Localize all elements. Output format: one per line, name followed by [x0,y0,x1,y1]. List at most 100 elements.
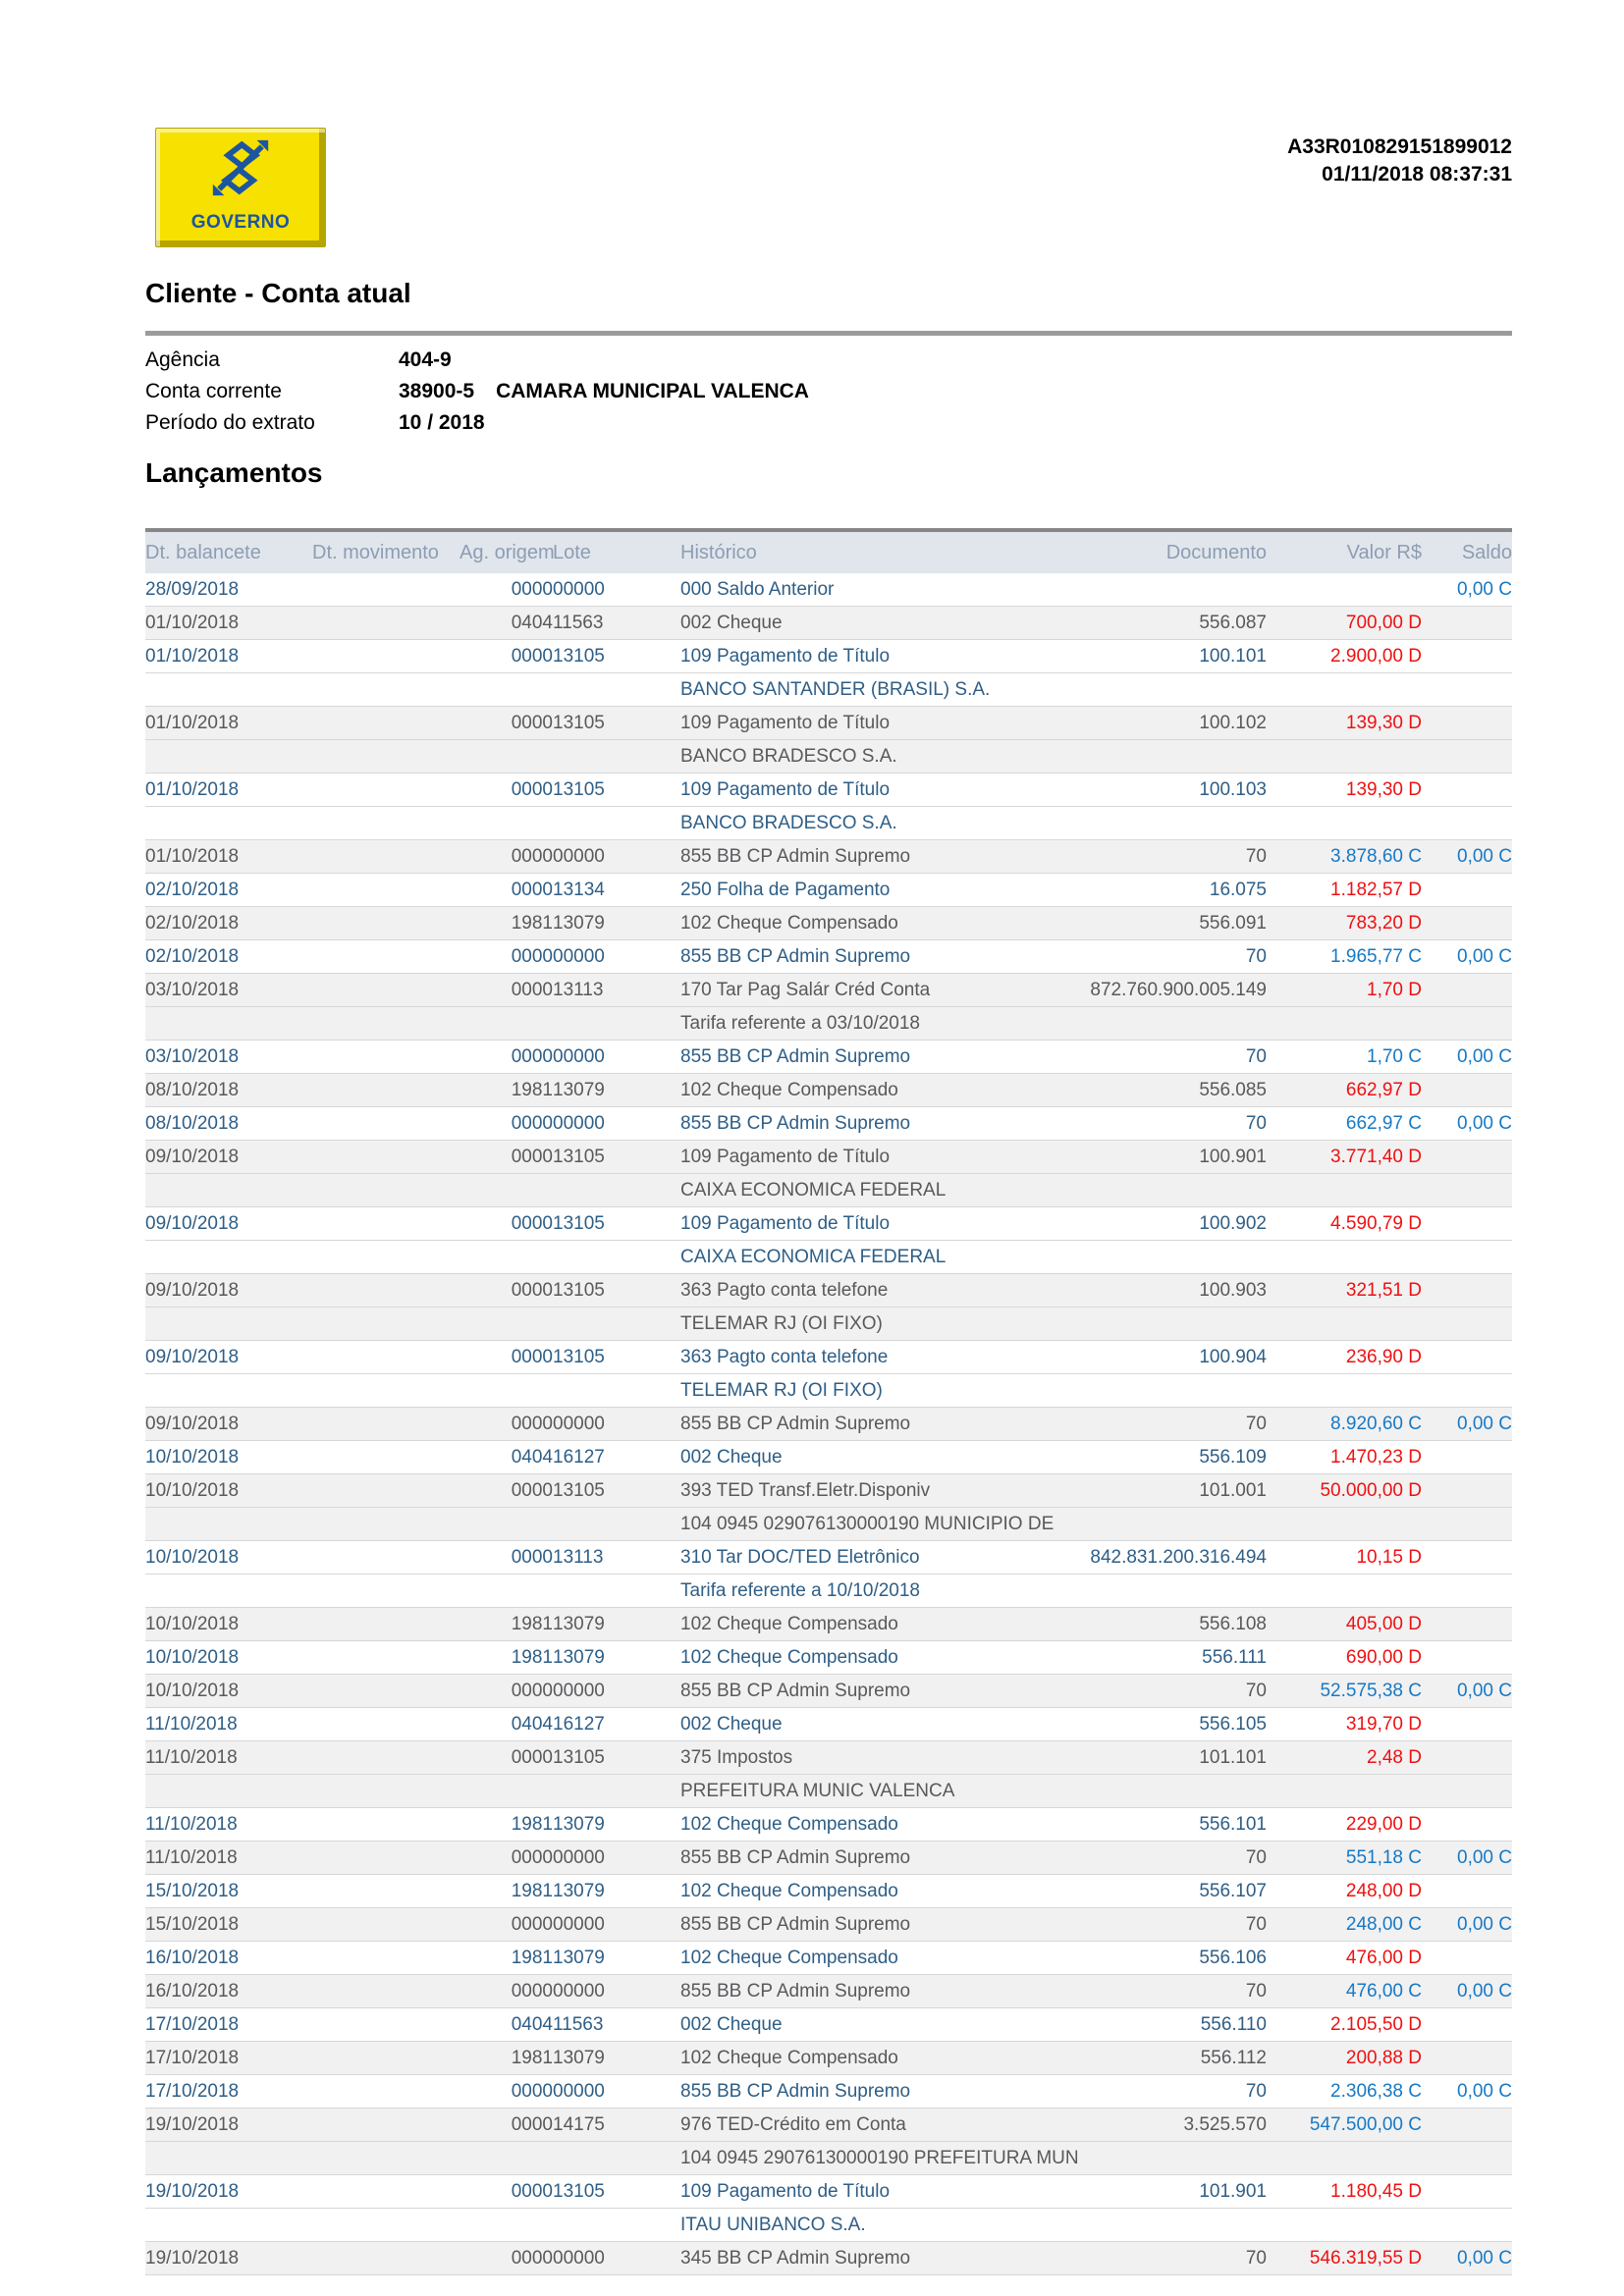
cell-historico: 363 Pagto conta telefone [680,1346,889,1367]
valor-credit: 662,97 C [1345,1112,1422,1134]
cell-continuation-text: Tarifa referente a 03/10/2018 [680,1012,921,1034]
cell-historico: 002 Cheque [680,1446,783,1468]
cell-ag-origem: 0000 [511,879,553,900]
cell-lote: 13079 [553,1646,605,1668]
page-title: Cliente - Conta atual [145,278,411,308]
cell-documento: 556.112 [1200,2047,1267,2068]
cell-historico: 976 TED-Crédito em Conta [680,2113,906,2135]
table-row: 01/10/2018 0000 13105 109 Pagamento de Títu… [145,639,1512,673]
cell-ag-origem: 0000 [511,1479,553,1501]
transactions-body: 28/09/2018 0000 00000 000 Saldo Anterior 0,0… [145,573,1512,2275]
cell-continuation-text: ITAU UNIBANCO S.A. [680,2214,866,2235]
saldo-value: 0,00 C [1457,1980,1512,2002]
table-row: 17/10/2018 0404 11563 002 Cheque 556.110 2.10… [145,2007,1512,2042]
cell-historico: 855 BB CP Admin Supremo [680,1045,911,1067]
table-row-continuation: Tarifa referente a 10/10/2018 [145,1574,1512,1608]
valor-debit: 2.105,50 D [1330,2013,1422,2035]
cell-dt-balancete: 09/10/2018 [145,1146,240,1167]
cell-lote: 13105 [553,1279,605,1301]
cell-documento: 556.110 [1200,2013,1267,2035]
cell-continuation-lead [145,1241,680,1274]
cell-saldo [1422,1007,1512,1041]
cell-valor: 1.965,77 C [1267,940,1422,974]
table-row: 01/10/2018 0000 13105 109 Pagamento de Títu… [145,706,1512,740]
cell-saldo: 0,00 C [1422,1107,1512,1141]
table-row: 17/10/2018 1981 13079 102 Cheque Compensado… [145,2041,1512,2075]
cell-documento: 556.111 [1202,1646,1267,1668]
cell-lote: 00000 [553,578,605,600]
table-row: 10/10/2018 0000 13113 310 Tar DOC/TED Eletr… [145,1540,1512,1575]
cell-historico: 393 TED Transf.Eletr.Disponiv [680,1479,931,1501]
cell-ag-origem: 0000 [511,845,553,867]
cell-historico: 855 BB CP Admin Supremo [680,845,911,867]
cell-lote: 13079 [553,912,605,934]
account-field-conta-corrente: Conta corrente 38900-5 CAMARA MUNICIPAL … [145,376,809,407]
cell-saldo [1422,1775,1512,1808]
valor-debit: 3.771,40 D [1330,1146,1422,1167]
saldo-value: 0,00 C [1457,1846,1512,1868]
cell-valor: 662,97 D [1267,1074,1422,1107]
cell-ag-origem: 0404 [511,1713,553,1735]
table-row-continuation: 104 0945 029076130000190 MUNICIPIO DE [145,1507,1512,1541]
cell-dt-movimento [312,1474,460,1508]
cell-ag-origem: 1981 [511,1813,553,1835]
cell-ag-origem: 0000 [511,1413,553,1434]
cell-continuation-lead [145,807,680,840]
cell-ag-origem: 0000 [511,1846,553,1868]
cell-lote: 00000 [553,1680,605,1701]
cell-valor: 8.920,60 C [1267,1408,1422,1441]
cell-saldo [1422,1741,1512,1775]
valor-debit: 662,97 D [1345,1079,1422,1100]
cell-continuation-lead [145,1575,680,1608]
saldo-value: 0,00 C [1457,2080,1512,2102]
cell-dt-balancete: 19/10/2018 [145,2180,240,2202]
cell-lote: 13113 [553,1546,604,1568]
table-row: 08/10/2018 0000 00000 855 BB CP Admin Supre… [145,1106,1512,1141]
cell-dt-balancete: 15/10/2018 [145,1913,240,1935]
cell-documento: 100.902 [1199,1212,1267,1234]
cell-lote: 13079 [553,1880,605,1901]
cell-documento: 70 [1245,2247,1267,2269]
valor-debit: 476,00 D [1345,1947,1422,1968]
cell-saldo [1422,1508,1512,1541]
cell-saldo [1422,1541,1512,1575]
valor-debit: 690,00 D [1345,1646,1422,1668]
table-row: 09/10/2018 0000 13105 109 Pagamento de Títu… [145,1140,1512,1174]
valor-debit: 139,30 D [1345,712,1422,733]
cell-documento: 70 [1245,1413,1267,1434]
cell-ag-origem: 0000 [511,645,553,667]
cell-dt-balancete: 01/10/2018 [145,778,240,800]
cell-saldo [1422,1207,1512,1241]
saldo-value: 0,00 C [1457,2247,1512,2269]
cell-continuation-lead [145,2142,680,2175]
cell-saldo [1422,1308,1512,1341]
cell-dt-movimento [312,874,460,907]
cell-lote: 13134 [553,879,605,900]
cell-dt-movimento [312,1942,460,1975]
table-row: 10/10/2018 0404 16127 002 Cheque 556.109 1.47… [145,1440,1512,1474]
table-row-continuation: TELEMAR RJ (OI FIXO) [145,1307,1512,1341]
cell-dt-movimento [312,1107,460,1141]
cell-dt-balancete: 17/10/2018 [145,2080,240,2102]
cell-historico: 102 Cheque Compensado [680,1880,898,1901]
cell-saldo [1422,1374,1512,1408]
cell-valor: 236,90 D [1267,1341,1422,1374]
cell-historico: 855 BB CP Admin Supremo [680,1112,911,1134]
cell-historico: 002 Cheque [680,2013,783,2035]
cell-lote: 00000 [553,845,605,867]
cell-dt-balancete: 16/10/2018 [145,1980,240,2002]
cell-ag-origem: 0404 [511,1446,553,1468]
cell-lote: 13079 [553,1079,605,1100]
cell-documento: 70 [1245,2080,1267,2102]
cell-saldo: 0,00 C [1422,1908,1512,1942]
table-row: 01/10/2018 0000 13105 109 Pagamento de Títu… [145,773,1512,807]
cell-documento: 100.101 [1199,645,1267,667]
cell-dt-movimento [312,2242,460,2275]
cell-dt-movimento [312,1341,460,1374]
cell-saldo [1422,1641,1512,1675]
valor-debit: 1.180,45 D [1330,2180,1422,2202]
cell-dt-balancete: 09/10/2018 [145,1212,240,1234]
col-header-ag-origem: Ag. origem [460,528,555,573]
cell-dt-movimento [312,1441,460,1474]
valor-credit: 3.878,60 C [1330,845,1422,867]
